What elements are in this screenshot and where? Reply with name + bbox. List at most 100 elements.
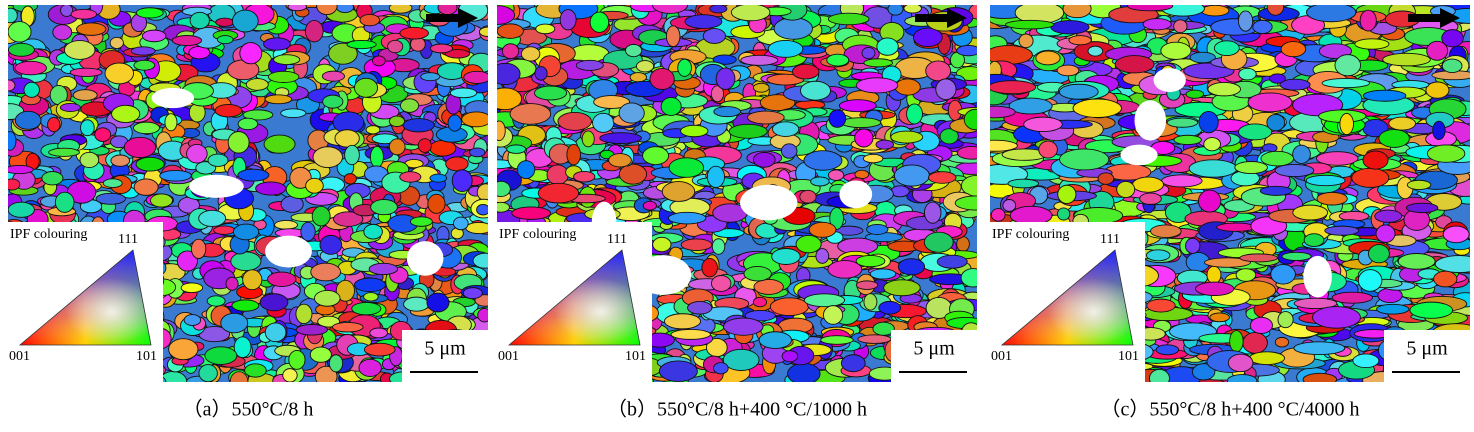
grain <box>23 81 40 98</box>
grain <box>1375 224 1396 243</box>
grain <box>370 145 384 169</box>
grain <box>1185 237 1201 254</box>
grain <box>1433 270 1458 288</box>
grain <box>810 176 830 187</box>
pore <box>1153 68 1186 93</box>
grain <box>827 169 845 181</box>
grain <box>840 354 866 373</box>
grain <box>923 231 954 253</box>
grain <box>753 82 770 93</box>
grain <box>476 204 488 216</box>
grain <box>803 150 843 171</box>
grain <box>827 260 863 279</box>
grain <box>1173 19 1188 34</box>
grain <box>740 54 779 66</box>
grain <box>990 45 1033 65</box>
grain <box>1312 306 1361 329</box>
grain <box>537 182 580 204</box>
grain <box>869 268 897 280</box>
grain <box>477 307 488 323</box>
grain <box>677 58 692 77</box>
grain <box>8 21 32 43</box>
grain <box>1331 291 1373 304</box>
grain <box>1164 201 1192 223</box>
grain <box>680 124 709 138</box>
grain <box>426 292 450 313</box>
grain <box>344 144 360 166</box>
grain <box>420 72 441 82</box>
grain <box>233 336 252 359</box>
grain <box>206 295 226 307</box>
grain <box>713 106 741 118</box>
grain <box>652 236 672 253</box>
grain <box>743 266 772 282</box>
grain <box>1280 41 1307 58</box>
grain <box>1432 120 1446 140</box>
grain <box>566 143 581 166</box>
grain <box>963 108 977 131</box>
grain <box>8 165 34 175</box>
grain <box>1279 78 1311 91</box>
grain <box>1116 180 1136 198</box>
grain <box>599 132 642 144</box>
arrow-head <box>458 8 478 28</box>
grain <box>592 112 615 133</box>
grain <box>1189 51 1216 64</box>
grain <box>1056 207 1071 221</box>
grain <box>1405 202 1439 214</box>
grain <box>141 29 167 43</box>
grain <box>335 279 355 302</box>
grain <box>476 183 488 202</box>
grain <box>887 5 904 16</box>
grain <box>280 108 307 118</box>
grain <box>231 9 259 33</box>
grain <box>1260 150 1295 167</box>
grain <box>665 25 681 48</box>
grain <box>1203 257 1251 268</box>
pore <box>1303 255 1332 298</box>
grain <box>437 5 458 15</box>
grain <box>1087 45 1104 57</box>
grain <box>1277 311 1294 329</box>
grain <box>766 73 805 86</box>
grain <box>239 42 263 65</box>
grain <box>800 80 831 101</box>
grain <box>400 98 420 113</box>
grain <box>429 43 453 54</box>
grain <box>709 5 728 14</box>
grain <box>1238 10 1254 32</box>
grain <box>872 321 895 336</box>
pore <box>1134 100 1167 141</box>
legend-right: 101 <box>625 349 646 364</box>
grain <box>808 221 837 238</box>
grain <box>263 134 296 154</box>
grain <box>1038 140 1058 159</box>
grain <box>267 70 300 83</box>
grain <box>1166 117 1199 128</box>
grain <box>369 327 388 339</box>
grain <box>1354 38 1390 50</box>
grain <box>838 99 877 113</box>
grain <box>823 305 844 325</box>
grain <box>47 117 61 133</box>
grain <box>76 22 107 36</box>
pore <box>265 235 312 268</box>
grain <box>1359 9 1377 32</box>
legend-top: 111 <box>118 232 138 247</box>
grain <box>1068 35 1092 46</box>
grain <box>1005 19 1055 30</box>
grain <box>295 324 328 336</box>
arrow-head <box>947 8 967 28</box>
grain <box>111 104 141 124</box>
grain <box>511 206 552 220</box>
grain <box>497 23 524 39</box>
grain <box>1378 129 1410 148</box>
grain <box>667 211 707 225</box>
caption: （c）550°C/8 h+400 °C/4000 h <box>1101 398 1360 421</box>
grain <box>1161 174 1203 188</box>
grain <box>1023 116 1063 133</box>
grain <box>1351 167 1390 188</box>
grain <box>1409 301 1454 319</box>
